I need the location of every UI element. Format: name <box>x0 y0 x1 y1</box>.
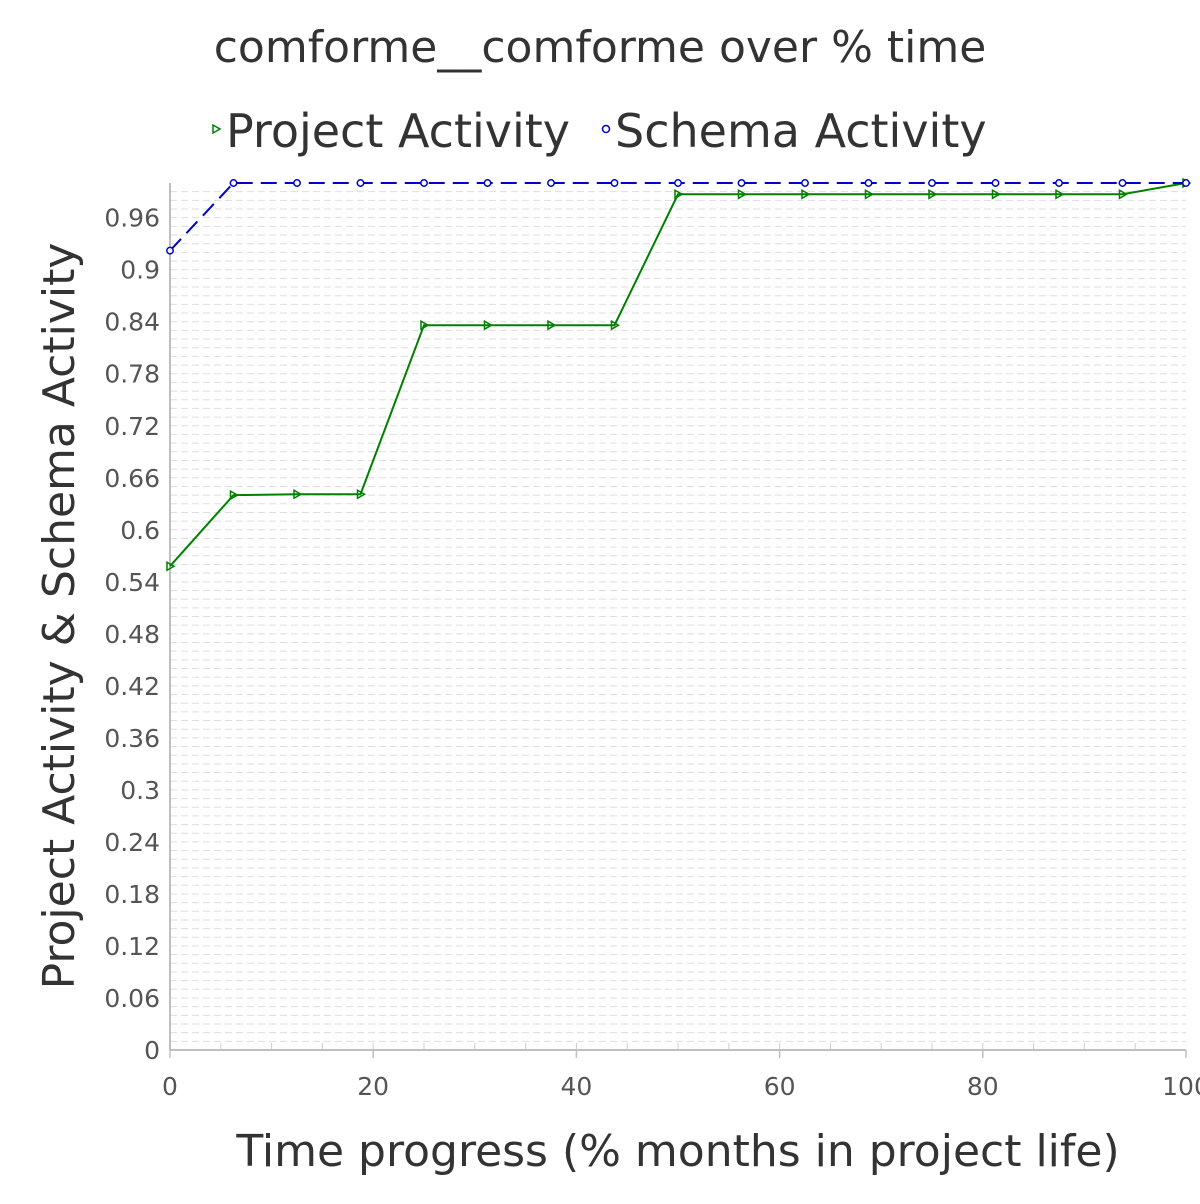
data-point <box>483 179 492 187</box>
series-project-activity <box>166 177 1192 572</box>
data-point <box>1118 179 1127 187</box>
x-tick-label: 0 <box>162 1072 178 1101</box>
x-tick-labels: 0 20 40 60 80 100 <box>162 1050 1200 1101</box>
data-point <box>928 179 936 187</box>
data-point <box>356 488 367 500</box>
data-point <box>166 246 174 255</box>
data-point <box>610 179 619 187</box>
data-point <box>991 188 1002 200</box>
data-point <box>293 488 303 500</box>
y-tick-label: 0.24 <box>104 828 160 857</box>
x-tick-label: 100 <box>1162 1072 1200 1101</box>
y-tick-label: 0.06 <box>104 984 160 1013</box>
y-tick-label: 0.54 <box>104 568 160 597</box>
y-tick-label: 0.42 <box>104 672 160 701</box>
grid-layer <box>170 191 1186 1050</box>
data-point <box>229 179 238 187</box>
data-point <box>737 188 748 200</box>
data-point <box>801 188 811 200</box>
chart-title: comforme__comforme over % time <box>214 22 987 73</box>
x-tick-label: 60 <box>764 1072 796 1101</box>
y-tick-label: 0.12 <box>104 932 160 961</box>
y-tick-label: 0.6 <box>120 516 160 545</box>
legend-project-activity-label: Project Activity <box>226 104 570 158</box>
data-point <box>293 179 301 187</box>
data-point <box>864 179 873 187</box>
data-point <box>1055 188 1065 200</box>
data-point <box>928 188 938 200</box>
data-point <box>483 319 494 331</box>
data-point <box>547 179 555 187</box>
y-tick-label: 0.3 <box>120 776 160 805</box>
y-axis-label: Project Activity & Schema Activity <box>34 243 85 990</box>
y-tick-labels: 0 0.06 0.12 0.18 0.24 0.3 0.36 0.42 0.48 0.54 0.6 0… <box>104 204 160 1065</box>
legend-project-activity-marker <box>212 123 222 135</box>
x-tick-label: 80 <box>967 1072 999 1101</box>
axes-layer <box>169 183 1186 1051</box>
y-tick-label: 0.66 <box>104 464 160 493</box>
series-line <box>169 182 1186 252</box>
series-line <box>169 182 1187 567</box>
data-point <box>674 179 682 187</box>
data-point <box>991 179 1000 187</box>
data-point <box>1118 188 1129 200</box>
data-point <box>737 179 746 187</box>
data-point <box>420 319 430 331</box>
data-point <box>547 319 557 331</box>
y-tick-label: 0.36 <box>104 724 160 753</box>
data-point <box>166 560 176 572</box>
data-point <box>801 179 809 187</box>
x-axis-label: Time progress (% months in project life) <box>235 1126 1119 1177</box>
legend-schema-activity-marker <box>601 124 611 134</box>
x-tick-label: 40 <box>560 1072 592 1101</box>
data-point <box>229 489 240 501</box>
data-point <box>420 179 428 187</box>
y-tick-label: 0.72 <box>104 412 160 441</box>
y-tick-label: 0.18 <box>104 880 160 909</box>
data-point <box>356 179 365 187</box>
data-point <box>864 188 875 200</box>
data-point <box>610 319 621 331</box>
y-tick-label: 0.78 <box>104 360 160 389</box>
legend-schema-activity-label: Schema Activity <box>615 104 987 158</box>
x-tick-label: 20 <box>357 1072 389 1101</box>
data-point <box>1055 179 1063 187</box>
data-point <box>1182 179 1190 187</box>
series-schema-activity <box>166 179 1190 255</box>
data-point <box>674 188 684 200</box>
series-layer <box>166 177 1192 572</box>
legend: Project Activity Schema Activity <box>212 104 987 158</box>
y-tick-label: 0.96 <box>104 204 160 233</box>
y-tick-label: 0 <box>144 1036 160 1065</box>
y-tick-label: 0.48 <box>104 620 160 649</box>
y-tick-label: 0.84 <box>104 308 160 337</box>
y-tick-label: 0.9 <box>120 256 160 285</box>
